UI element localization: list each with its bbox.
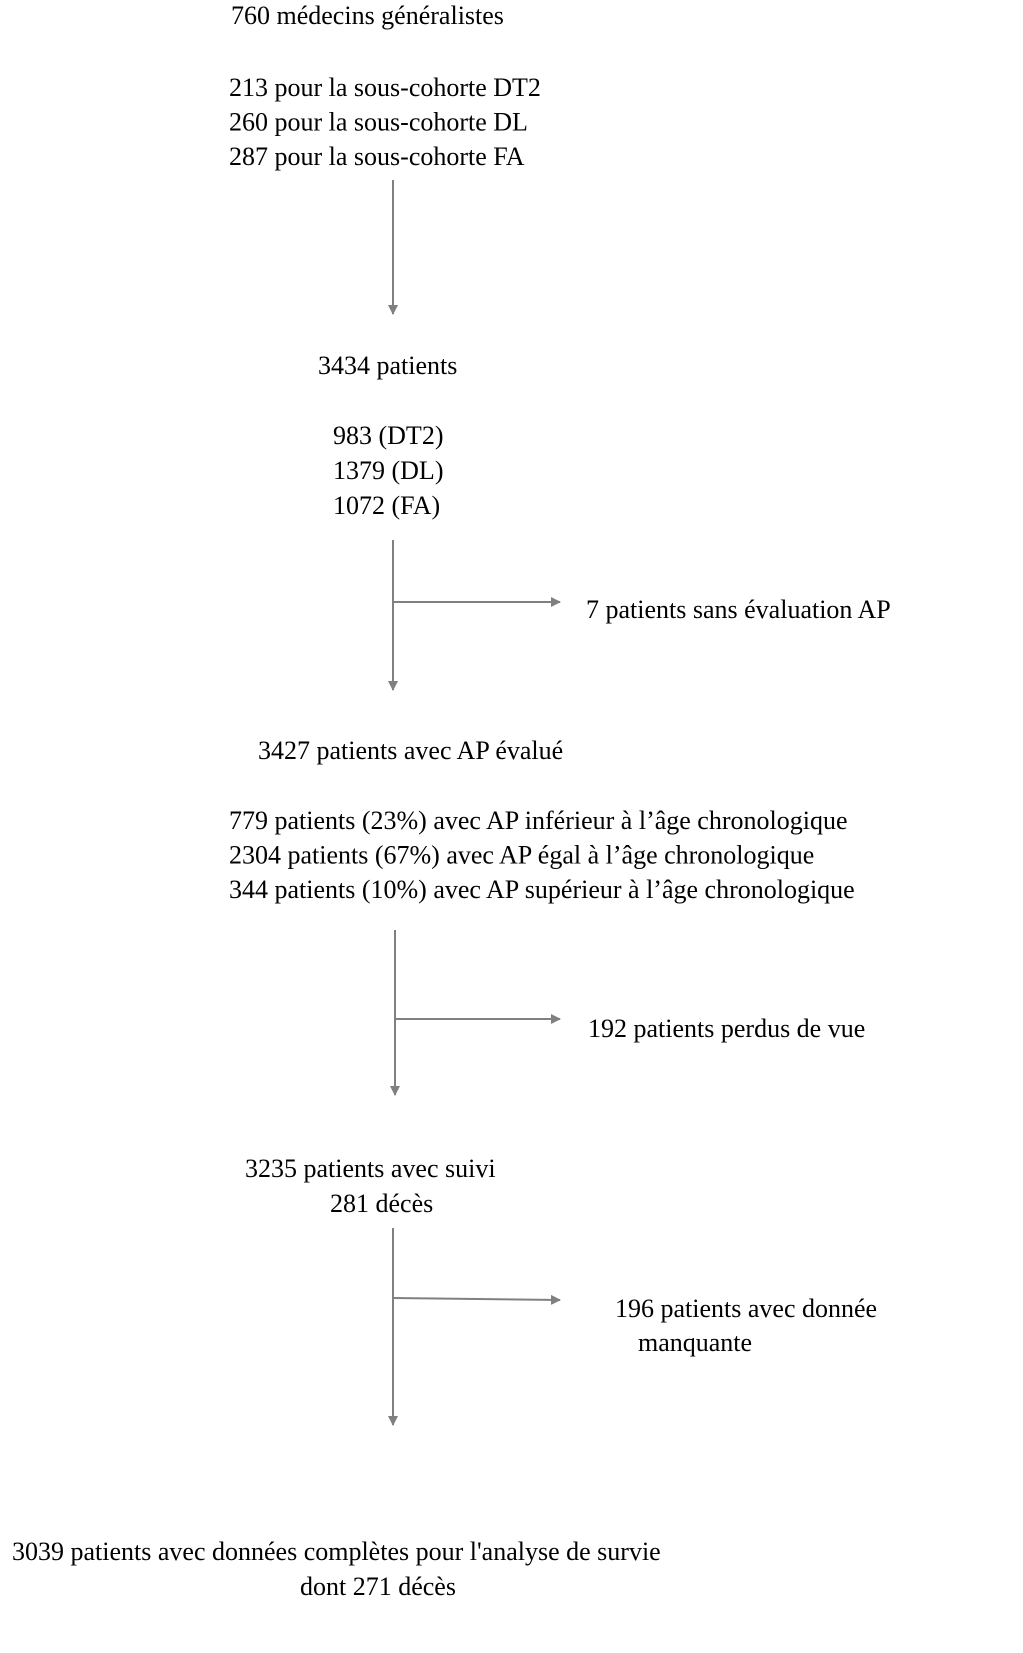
arrow	[392, 1294, 561, 1305]
node-text: 7 patients sans évaluation AP	[586, 595, 891, 624]
node-text: 3235 patients avec suivi	[245, 1154, 496, 1183]
node-text: 192 patients perdus de vue	[588, 1014, 865, 1043]
node-text: 2304 patients (67%) avec AP égal à l’âge…	[229, 840, 814, 869]
node-text: 3427 patients avec AP évalué	[258, 736, 563, 765]
node-text: 760 médecins généralistes	[231, 1, 504, 30]
node-text: 3039 patients avec données complètes pou…	[12, 1537, 661, 1566]
node-text: 260 pour la sous-cohorte DL	[229, 107, 528, 136]
node-text: 196 patients avec donnée	[615, 1294, 877, 1323]
node-text: 1379 (DL)	[333, 456, 443, 485]
node-text: 213 pour la sous-cohorte DT2	[229, 73, 541, 102]
arrows	[388, 180, 561, 1426]
labels: 760 médecins généralistes 213 pour la sou…	[12, 1, 891, 1601]
node-text: 287 pour la sous-cohorte FA	[229, 142, 525, 171]
node-text: 3434 patients	[318, 351, 457, 380]
node-text: 983 (DT2)	[333, 421, 443, 450]
node-text: manquante	[638, 1328, 752, 1357]
node-text: 1072 (FA)	[333, 491, 440, 520]
node-text: 281 décès	[330, 1189, 433, 1218]
node-text: dont 271 décès	[300, 1572, 456, 1601]
node-text: 344 patients (10%) avec AP supérieur à l…	[229, 875, 855, 904]
node-text: 779 patients (23%) avec AP inférieur à l…	[229, 806, 848, 835]
